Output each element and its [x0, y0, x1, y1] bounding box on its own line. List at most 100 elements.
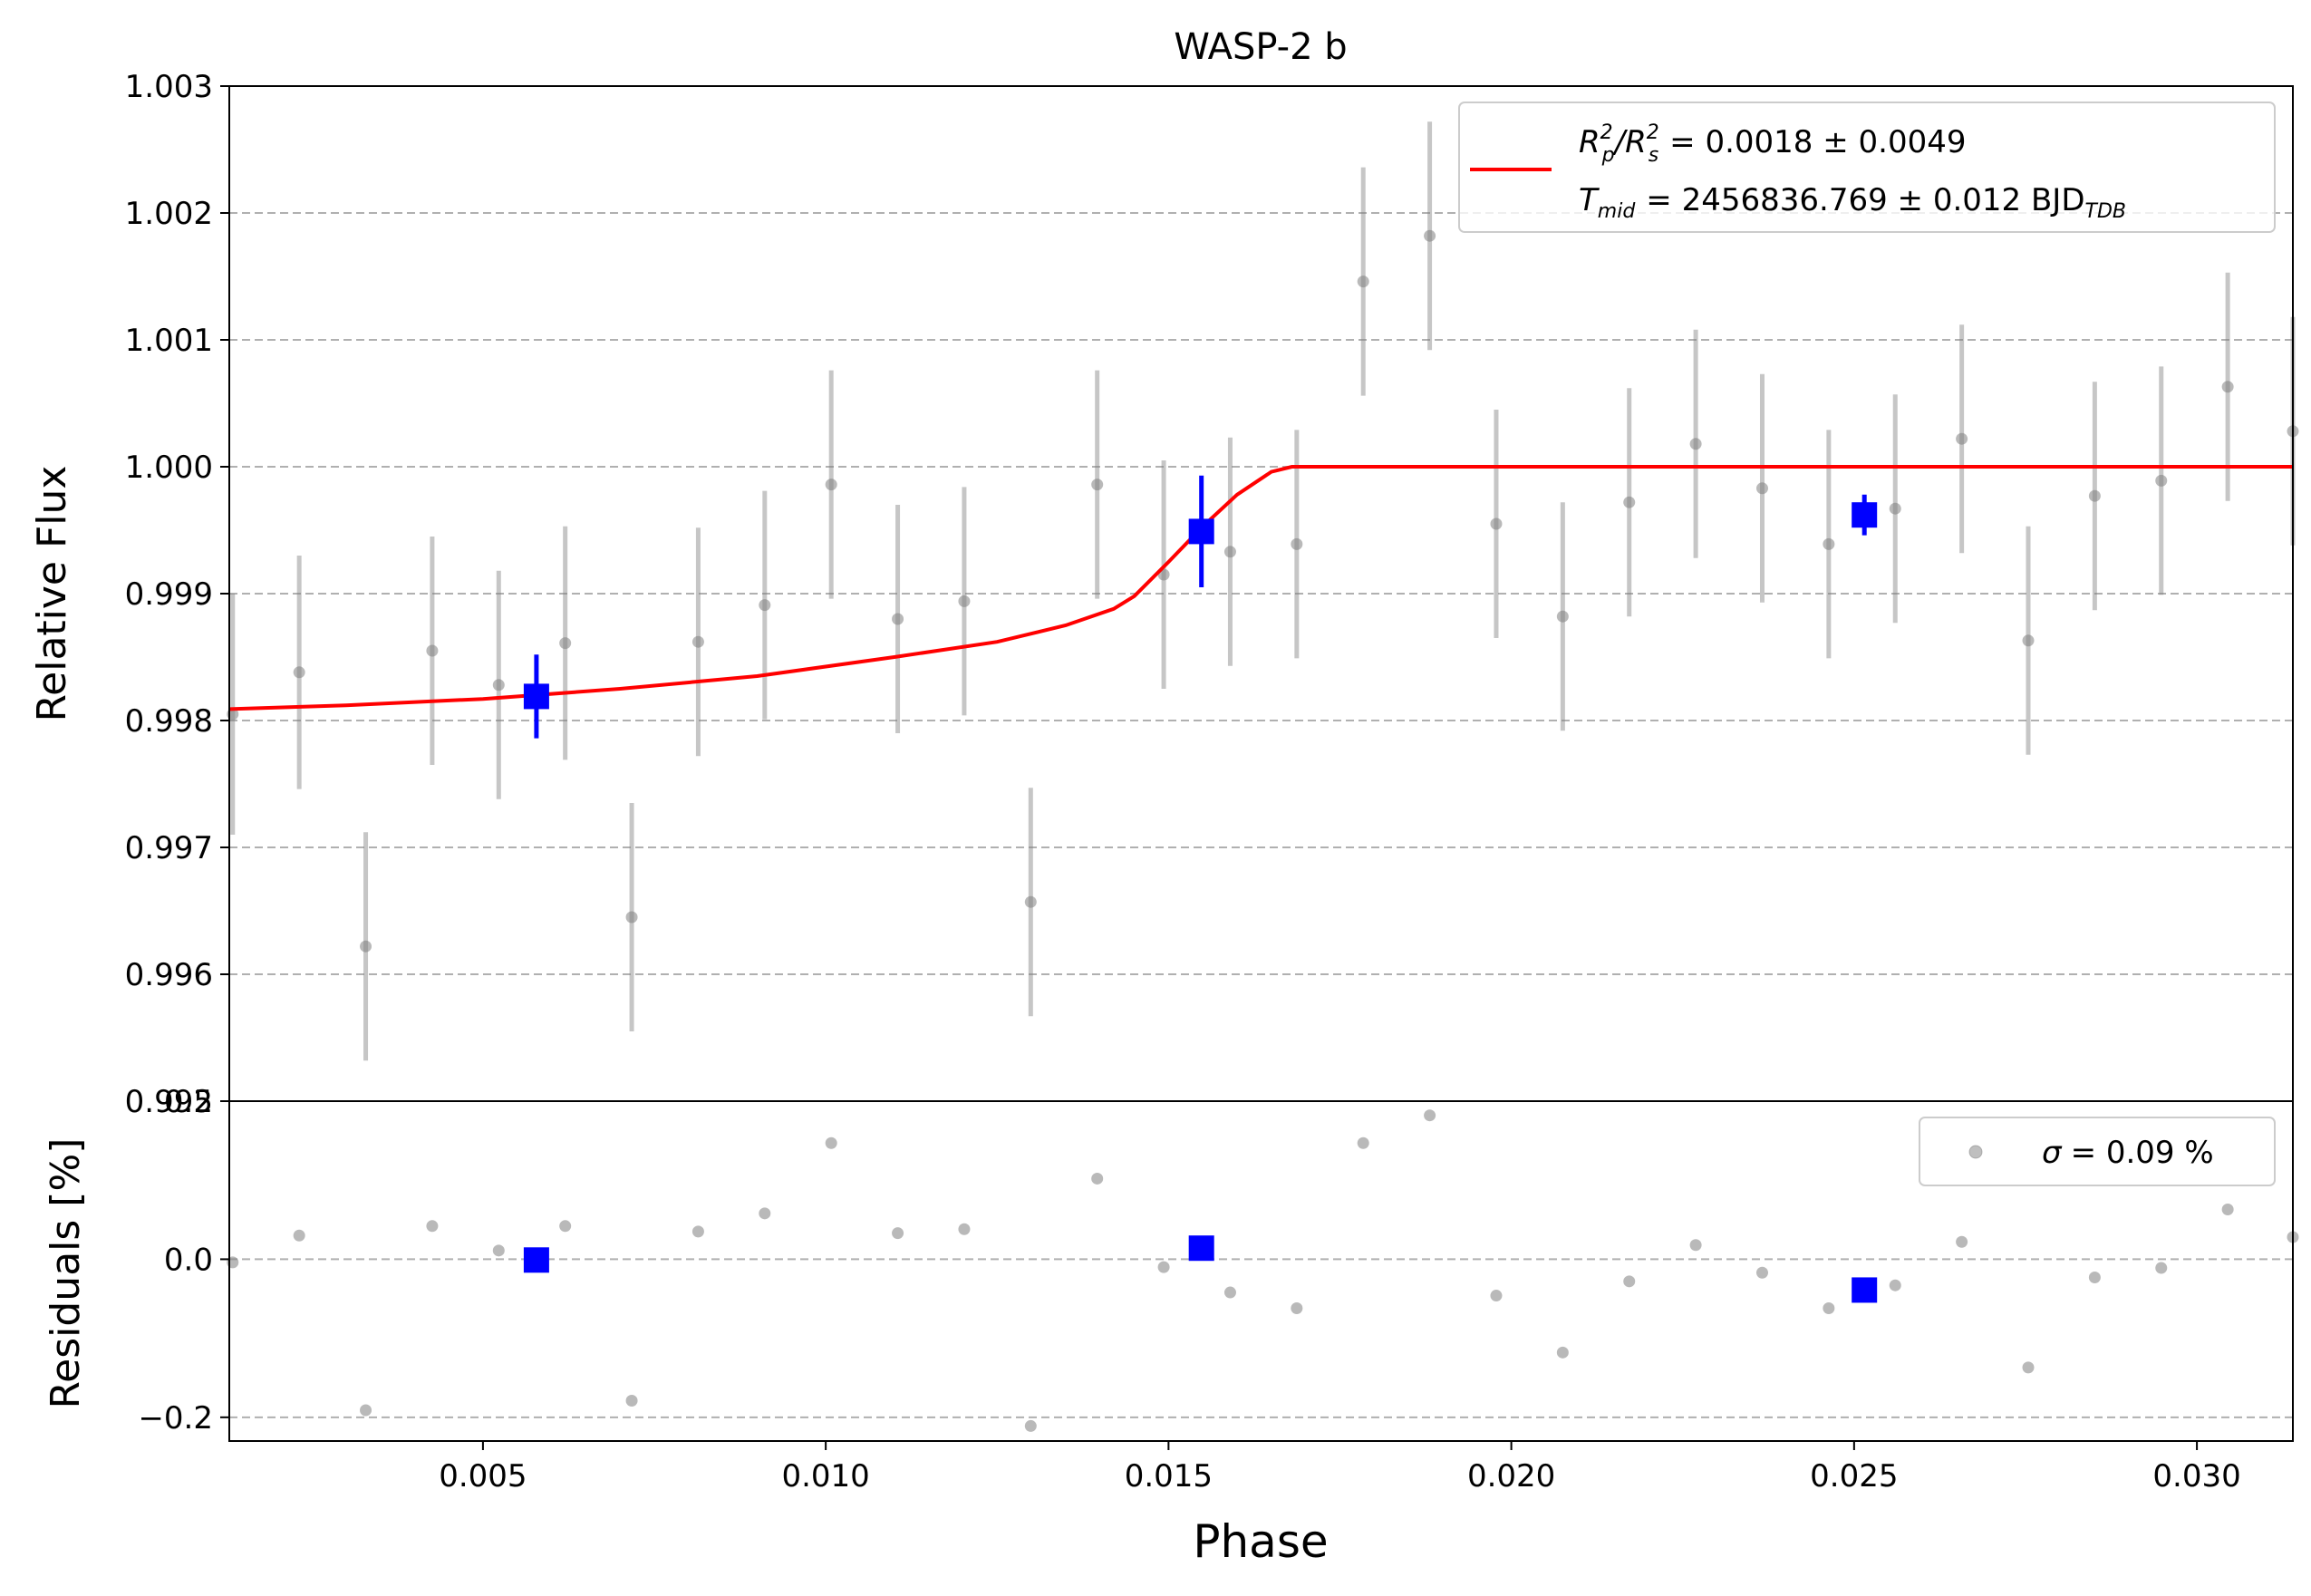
legend-tmid-t: T: [1579, 182, 1600, 218]
residual-point: [426, 1220, 439, 1233]
residual-point: [625, 1395, 638, 1407]
top-y-tick-label: 0.999: [125, 576, 213, 613]
legend-depth-r: R: [1579, 124, 1600, 160]
top-y-axis-label: Relative Flux: [29, 466, 75, 722]
binned-point: [1188, 518, 1214, 545]
residual-point: [2022, 1361, 2035, 1374]
residual-point: [1291, 1301, 1303, 1314]
data-point: [293, 666, 305, 679]
residual-point: [360, 1404, 372, 1417]
residual-point: [1223, 1286, 1236, 1299]
top-y-tick-label: 0.996: [125, 957, 213, 993]
residual-point: [1556, 1346, 1569, 1359]
bottom-y-tick-label: 0.0: [164, 1242, 213, 1278]
transit-model-line: [228, 465, 2293, 711]
x-tick-label: 0.005: [439, 1458, 527, 1494]
legend-depth-value: = 0.0018 ± 0.0049: [1669, 124, 1966, 160]
bottom-panel-binned-residuals: [523, 1235, 1878, 1303]
residual-point: [1157, 1261, 1170, 1273]
top-legend: R2 p/R2 s = 0.0018 ± 0.0049 Tmid = 2456836.7…: [1458, 102, 2276, 233]
data-point: [892, 613, 904, 625]
binned-residual-point: [1188, 1235, 1214, 1262]
data-point: [625, 911, 638, 924]
residual-point: [892, 1227, 904, 1240]
top-legend-frame: [1458, 102, 2276, 233]
legend-sigma-entry: σ = 0.09 %: [2042, 1135, 2214, 1171]
legend-residual-marker: [1968, 1145, 1983, 1159]
data-point: [1223, 546, 1236, 558]
legend-tmid-value: = 2456836.769 ± 0.012 BJD: [1646, 182, 2084, 218]
bottom-panel-y-ticks: 0.2 0.0 −0.2: [138, 1084, 229, 1436]
bottom-y-tick-label: −0.2: [138, 1400, 213, 1436]
legend-depth-sub1: p: [1601, 144, 1615, 167]
binned-point: [1852, 502, 1878, 528]
top-y-tick-label: 0.998: [125, 703, 213, 740]
data-point: [492, 679, 505, 692]
residual-point: [2088, 1271, 2101, 1283]
legend-depth-sup1: 2: [1600, 121, 1613, 144]
residual-point: [559, 1220, 572, 1233]
legend-depth-slash: /: [1612, 124, 1629, 160]
top-y-tick-label: 1.000: [125, 450, 213, 486]
residual-point: [1755, 1266, 1768, 1279]
data-point: [360, 940, 372, 953]
data-point: [1490, 517, 1503, 530]
residual-point: [759, 1207, 771, 1220]
legend-depth-entry: R2 p/R2 s = 0.0018 ± 0.0049: [1579, 121, 1967, 167]
legend-tmid-value-sub: TDB: [2085, 200, 2126, 223]
legend-tmid-sub: mid: [1598, 200, 1637, 223]
legend-sigma-symbol: σ: [2042, 1135, 2063, 1171]
data-point: [1024, 895, 1037, 908]
data-point: [1424, 229, 1436, 242]
data-point: [1291, 537, 1303, 550]
legend-sigma-value: = 0.09 %: [2071, 1135, 2214, 1171]
top-panel-binned-points: [523, 475, 1878, 739]
data-point: [1556, 610, 1569, 623]
data-point: [2155, 474, 2168, 487]
data-point: [1823, 537, 1835, 550]
residual-point: [1823, 1301, 1835, 1314]
data-point: [1956, 432, 1968, 445]
x-axis-ticks: 0.005 0.010 0.015 0.020 0.025 0.030: [439, 1441, 2241, 1494]
data-point: [1091, 479, 1104, 491]
binned-residual-point: [523, 1247, 549, 1273]
data-point: [1689, 438, 1702, 450]
top-panel-y-ticks: 1.003 1.002 1.001 1.000 0.999 0.998 0.997 0.996…: [125, 69, 229, 1120]
chart-title: WASP-2 b: [1174, 26, 1347, 68]
top-panel-data-points: [227, 229, 2299, 953]
top-y-tick-label: 1.001: [125, 323, 213, 359]
data-point: [1357, 276, 1369, 288]
data-point: [958, 595, 971, 607]
binned-residual-point: [1852, 1277, 1878, 1303]
data-point: [2221, 381, 2234, 393]
x-tick-label: 0.030: [2152, 1458, 2240, 1494]
binned-point: [523, 683, 549, 710]
residual-point: [691, 1225, 704, 1238]
residual-point: [1956, 1235, 1968, 1248]
residual-point: [1490, 1290, 1503, 1302]
residual-point: [958, 1223, 971, 1235]
x-tick-label: 0.015: [1125, 1458, 1213, 1494]
top-y-tick-label: 1.002: [125, 196, 213, 232]
residual-point: [1091, 1172, 1104, 1185]
residual-point: [293, 1229, 305, 1242]
residual-point: [1623, 1275, 1636, 1288]
residual-point: [825, 1137, 837, 1149]
legend-tmid-entry: Tmid = 2456836.769 ± 0.012 BJDTDB: [1579, 182, 2126, 223]
residual-point: [2221, 1203, 2234, 1215]
top-y-tick-label: 1.003: [125, 69, 213, 105]
data-point: [759, 599, 771, 612]
data-point: [559, 637, 572, 650]
legend-depth-sub2: s: [1649, 144, 1658, 167]
bottom-y-tick-label: 0.2: [164, 1084, 213, 1120]
residual-point: [1424, 1109, 1436, 1122]
top-y-tick-label: 0.997: [125, 830, 213, 866]
x-axis-label: Phase: [1193, 1515, 1328, 1568]
x-tick-label: 0.020: [1467, 1458, 1555, 1494]
data-point: [1755, 482, 1768, 495]
data-point: [1889, 502, 1901, 515]
residual-point: [492, 1244, 505, 1257]
bottom-panel-residual-points: [227, 1109, 2299, 1432]
